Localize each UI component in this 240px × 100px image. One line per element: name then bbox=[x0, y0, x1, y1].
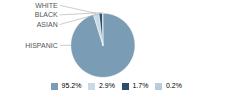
svg-text:ASIAN: ASIAN bbox=[37, 21, 58, 28]
svg-text:BLACK: BLACK bbox=[35, 11, 58, 18]
svg-text:WHITE: WHITE bbox=[35, 2, 58, 9]
html-text:2.9%: 2.9% bbox=[99, 82, 115, 89]
svg-text:HISPANIC: HISPANIC bbox=[25, 42, 58, 49]
html-text:0.2%: 0.2% bbox=[165, 82, 182, 89]
html-text:1.7%: 1.7% bbox=[132, 82, 149, 89]
html-text:95.2%: 95.2% bbox=[61, 82, 82, 89]
